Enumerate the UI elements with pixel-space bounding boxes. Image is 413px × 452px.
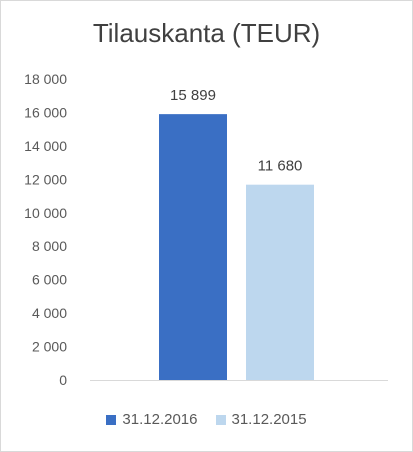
y-tick-label: 16 000 <box>24 104 67 120</box>
data-labels: 15 899 11 680 <box>170 87 302 175</box>
y-tick-label: 4 000 <box>32 305 67 321</box>
y-tick-label: 2 000 <box>32 339 67 355</box>
y-tick-label: 10 000 <box>24 205 67 221</box>
y-tick-label: 12 000 <box>24 171 67 187</box>
bar-31.12.2016 <box>159 114 227 380</box>
legend-label-2015: 31.12.2015 <box>231 411 307 428</box>
legend: 31.12.2016 31.12.2015 <box>0 411 413 428</box>
bar-31.12.2015 <box>246 184 314 380</box>
y-tick-label: 18 000 <box>24 71 67 87</box>
y-tick-label: 6 000 <box>32 272 67 288</box>
y-tick-label: 0 <box>59 372 67 388</box>
legend-item-2015: 31.12.2015 <box>215 411 307 428</box>
data-label-31.12.2016: 15 899 <box>170 87 216 104</box>
bars <box>159 114 314 380</box>
y-axis-ticks: 0 2 000 4 000 6 000 8 000 10 000 12 000 14 000 1… <box>24 71 67 388</box>
legend-swatch-2016 <box>106 414 117 425</box>
legend-item-2016: 31.12.2016 <box>106 411 198 428</box>
data-label-31.12.2015: 11 680 <box>258 158 303 175</box>
legend-label-2016: 31.12.2016 <box>122 411 198 428</box>
legend-swatch-2015 <box>215 414 226 425</box>
y-tick-label: 8 000 <box>32 238 67 254</box>
chart-title: Tilauskanta (TEUR) <box>92 18 321 48</box>
y-tick-label: 14 000 <box>24 138 67 154</box>
